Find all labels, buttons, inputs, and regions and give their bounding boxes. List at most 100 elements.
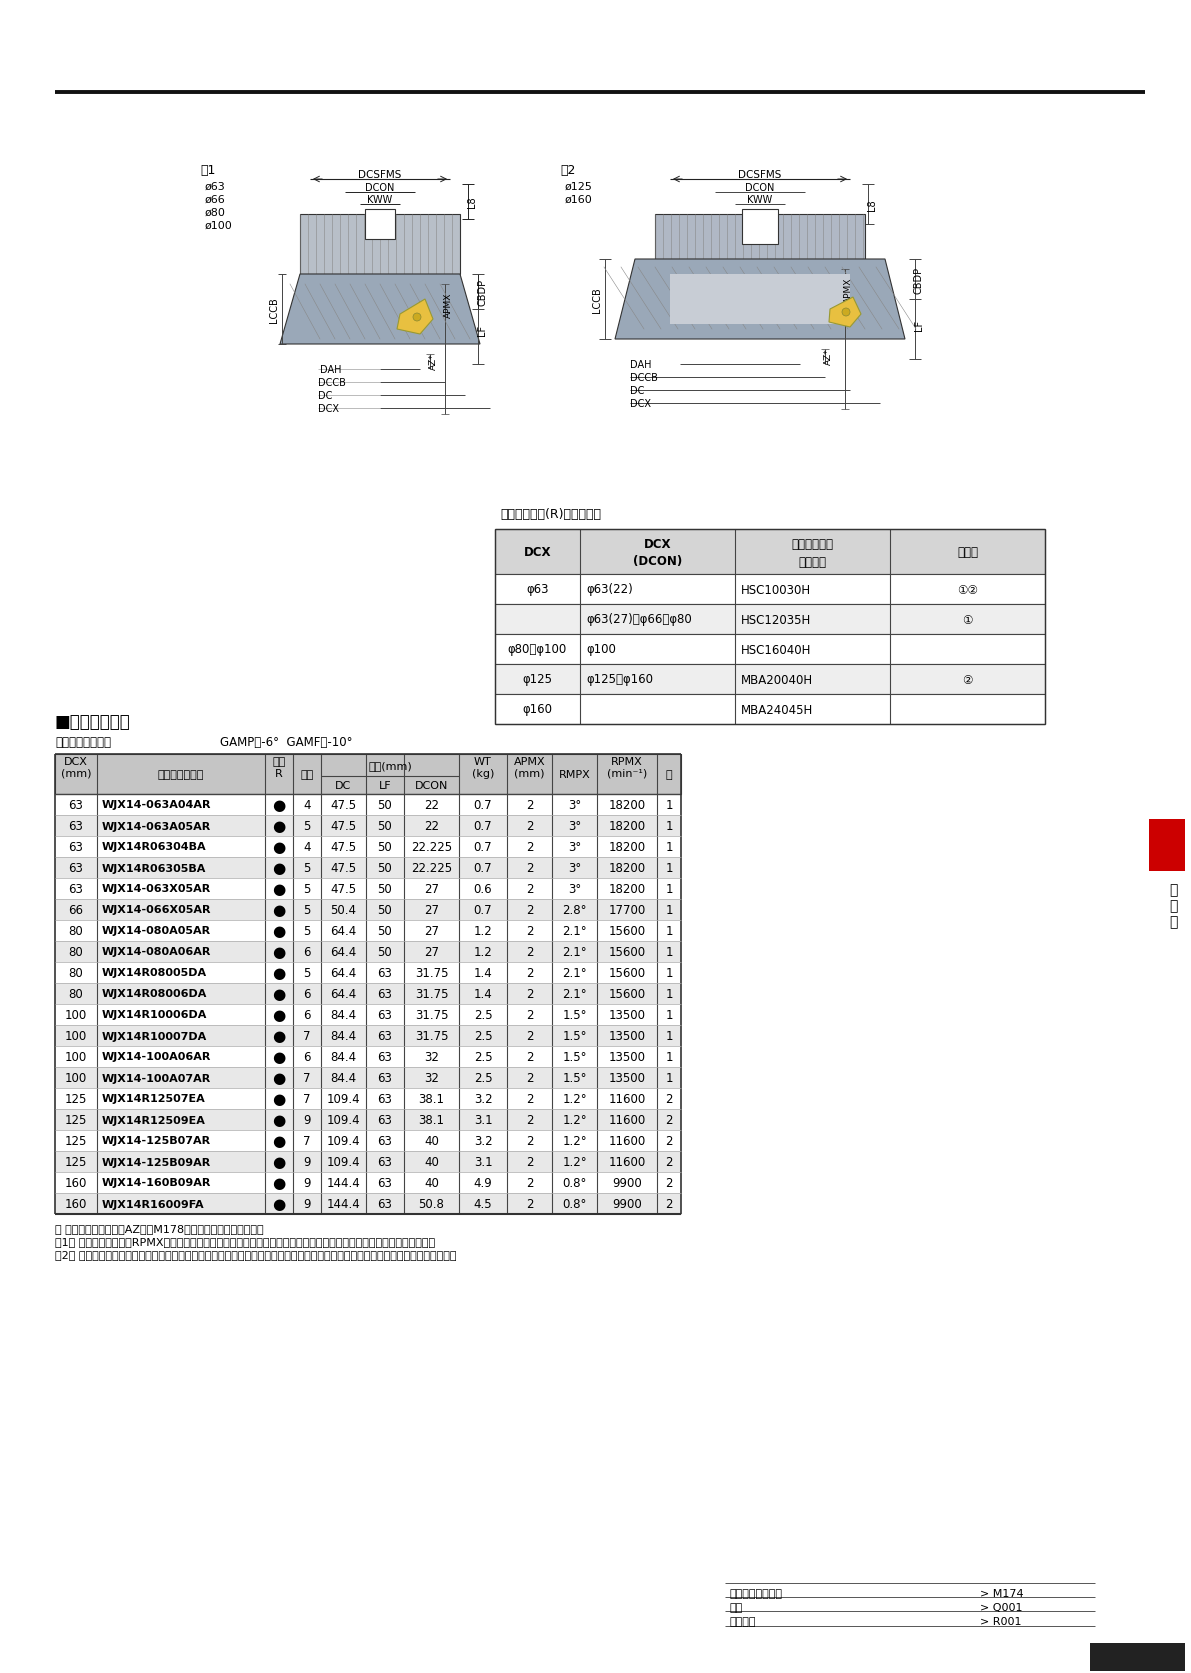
Text: 6: 6 — [304, 945, 311, 959]
Text: 11600: 11600 — [609, 1134, 646, 1148]
Text: R: R — [275, 768, 283, 778]
Text: 27: 27 — [424, 945, 439, 959]
Bar — [55, 1046, 681, 1067]
Bar — [55, 1026, 681, 1046]
Text: 63: 63 — [69, 882, 83, 895]
Text: ●: ● — [273, 1133, 286, 1148]
Text: DCON: DCON — [414, 781, 448, 791]
Text: 9: 9 — [304, 1156, 311, 1168]
Text: 0.6: 0.6 — [474, 882, 492, 895]
Text: DAH: DAH — [630, 360, 651, 370]
Text: 1: 1 — [666, 798, 673, 811]
Text: 0.7: 0.7 — [474, 840, 492, 853]
Text: (kg): (kg) — [472, 768, 494, 778]
Text: 2.1°: 2.1° — [562, 987, 587, 1000]
Text: 50: 50 — [378, 798, 392, 811]
Text: 22: 22 — [424, 820, 439, 833]
Text: 9900: 9900 — [612, 1198, 642, 1210]
Text: 63: 63 — [378, 1113, 393, 1126]
Text: ø80: ø80 — [205, 207, 226, 217]
Bar — [300, 214, 460, 274]
Text: DCON: DCON — [746, 182, 774, 192]
Text: DCON: DCON — [366, 182, 394, 192]
Text: 47.5: 47.5 — [330, 798, 356, 811]
Text: ●: ● — [273, 1113, 286, 1128]
Text: 125: 125 — [64, 1134, 87, 1148]
Bar — [55, 984, 681, 1004]
Text: ●: ● — [273, 965, 286, 980]
Bar — [1149, 820, 1185, 872]
Polygon shape — [615, 259, 905, 340]
Text: APMX: APMX — [443, 293, 453, 318]
Text: WJX14-100A07AR: WJX14-100A07AR — [102, 1072, 211, 1082]
Text: WJX14-063X05AR: WJX14-063X05AR — [102, 883, 211, 893]
Text: 1.4: 1.4 — [474, 987, 492, 1000]
Text: 1: 1 — [666, 1029, 673, 1042]
Text: DC: DC — [630, 386, 644, 397]
Text: ●: ● — [273, 1091, 286, 1106]
Text: 7: 7 — [304, 1092, 311, 1106]
Text: 31.75: 31.75 — [414, 967, 448, 979]
Text: 2: 2 — [525, 1092, 534, 1106]
Text: 47.5: 47.5 — [330, 820, 356, 833]
Text: カ: カ — [1168, 882, 1177, 897]
Text: ●: ● — [273, 1007, 286, 1022]
Text: 3°: 3° — [568, 840, 581, 853]
Text: 5: 5 — [304, 925, 311, 937]
Text: 5: 5 — [304, 967, 311, 979]
Text: 17700: 17700 — [609, 903, 646, 917]
Text: 63: 63 — [378, 1156, 393, 1168]
Text: ■アーバタイプ: ■アーバタイプ — [55, 713, 131, 731]
Text: 18200: 18200 — [609, 820, 646, 833]
Text: 13500: 13500 — [609, 1009, 646, 1022]
Text: 100: 100 — [64, 1029, 87, 1042]
Text: 2: 2 — [525, 862, 534, 875]
Text: 40: 40 — [424, 1176, 439, 1190]
Text: 32: 32 — [424, 1071, 439, 1084]
Text: 27: 27 — [424, 925, 439, 937]
Text: 31.75: 31.75 — [414, 1009, 448, 1022]
Text: 2: 2 — [525, 820, 534, 833]
Text: 2: 2 — [525, 987, 534, 1000]
Text: φ63(27)、φ66、φ80: φ63(27)、φ66、φ80 — [586, 612, 692, 626]
Text: ①②: ①② — [958, 584, 978, 596]
Text: 寸法(mm): 寸法(mm) — [368, 761, 412, 771]
Text: 取付け寸法一覧表: 取付け寸法一覧表 — [730, 1588, 782, 1598]
Text: 5: 5 — [304, 903, 311, 917]
Text: ッ: ッ — [1168, 898, 1177, 912]
Text: 109.4: 109.4 — [326, 1134, 361, 1148]
Text: 1: 1 — [666, 1009, 673, 1022]
Text: 22.225: 22.225 — [411, 862, 453, 875]
Text: 13500: 13500 — [609, 1029, 646, 1042]
Text: 31.75: 31.75 — [414, 987, 448, 1000]
Bar — [55, 815, 681, 836]
Text: 63: 63 — [378, 987, 393, 1000]
Text: 100: 100 — [64, 1071, 87, 1084]
Text: 5: 5 — [304, 820, 311, 833]
Text: ②: ② — [962, 673, 973, 686]
Text: φ100: φ100 — [586, 642, 616, 656]
Text: 2.1°: 2.1° — [562, 925, 587, 937]
Text: 2: 2 — [525, 967, 534, 979]
Text: 125: 125 — [64, 1092, 87, 1106]
Text: 22: 22 — [424, 798, 439, 811]
Text: 2: 2 — [525, 1029, 534, 1042]
Text: 注2） 高速回転時は、アーバなどを含めたバランス取り、およびカッタ破損を想定した安全対策などの細心の注意が必要となります。: 注2） 高速回転時は、アーバなどを含めたバランス取り、およびカッタ破損を想定した… — [55, 1250, 456, 1260]
Text: タ: タ — [1168, 915, 1177, 929]
Text: 6: 6 — [304, 987, 311, 1000]
Text: 3.1: 3.1 — [474, 1156, 492, 1168]
Text: 50: 50 — [378, 820, 392, 833]
Bar — [671, 274, 850, 325]
Text: ①: ① — [962, 612, 973, 626]
Text: 2: 2 — [525, 798, 534, 811]
Text: 1.2°: 1.2° — [562, 1134, 587, 1148]
Bar — [55, 920, 681, 942]
Text: DCX: DCX — [630, 398, 651, 408]
Text: 22.225: 22.225 — [411, 840, 453, 853]
Text: MBA24045H: MBA24045H — [741, 703, 813, 716]
Text: 2: 2 — [525, 945, 534, 959]
Text: 160: 160 — [64, 1176, 87, 1190]
Text: 11600: 11600 — [609, 1092, 646, 1106]
Text: WJX14R12507EA: WJX14R12507EA — [102, 1094, 206, 1104]
Text: ●: ● — [273, 1176, 286, 1190]
